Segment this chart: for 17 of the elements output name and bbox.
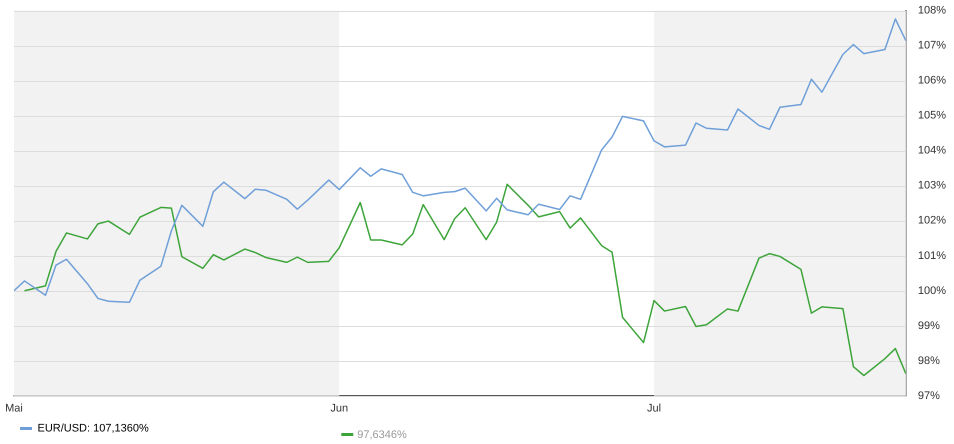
y-tick-label: 99%	[918, 320, 940, 332]
y-tick-label: 103%	[918, 180, 946, 192]
y-tick-label: 106%	[918, 74, 946, 87]
y-tick-label: 101%	[918, 250, 946, 262]
y-tick-label: 97%	[918, 390, 940, 402]
x-tick-label: Jun	[330, 402, 348, 414]
x-tick-label: Mai	[5, 402, 23, 414]
y-tick-label: 105%	[918, 110, 946, 122]
y-tick-label: 108%	[918, 4, 946, 17]
x-tick-label: Jul	[647, 402, 662, 414]
legend-label: EUR/USD: 107,1360%	[38, 422, 149, 435]
y-tick-label: 104%	[918, 144, 946, 157]
text: 97,6346%	[357, 429, 408, 442]
y-tick-label: 107%	[918, 40, 946, 52]
y-tick-label: 102%	[918, 214, 946, 227]
y-tick-label: 100%	[918, 284, 946, 297]
y-tick-label: 98%	[918, 354, 940, 367]
